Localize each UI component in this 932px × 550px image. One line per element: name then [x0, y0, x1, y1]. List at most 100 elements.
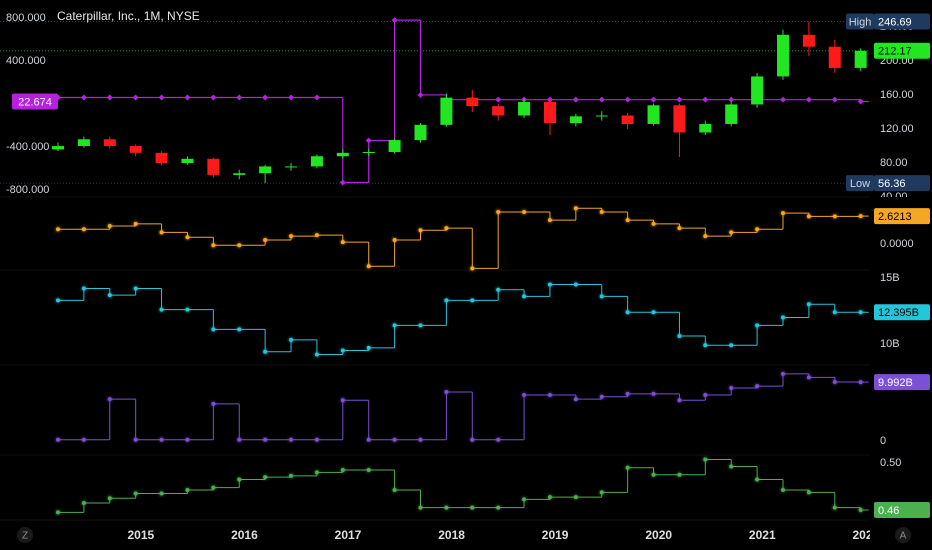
step-dot — [340, 348, 345, 353]
x-tick-label: 2019 — [542, 528, 569, 542]
candle-body — [414, 124, 427, 141]
step-dot — [211, 243, 216, 248]
candle-body — [77, 139, 90, 147]
candle-body — [802, 34, 815, 47]
last-value-box — [874, 304, 930, 321]
candle-body — [466, 97, 479, 107]
step-dot — [522, 497, 527, 502]
last-price-box — [874, 42, 930, 59]
candle-body — [569, 116, 582, 124]
step-dot — [781, 371, 785, 376]
x-tick-label: 2021 — [749, 528, 776, 542]
y2-tick-label: -800.000 — [6, 184, 49, 196]
candle-body — [362, 151, 375, 153]
step-dot — [392, 437, 397, 442]
y-tick-label: 0.50 — [880, 457, 901, 469]
last-value-box — [874, 502, 930, 519]
low-label: Low — [850, 178, 870, 190]
step-dot — [496, 505, 501, 510]
step-dot — [755, 477, 760, 482]
overlay-marker — [158, 94, 165, 101]
overlay-marker — [831, 96, 838, 103]
step-dot — [263, 437, 268, 442]
step-dot — [81, 437, 86, 442]
step-dot — [185, 488, 190, 493]
step-dot — [832, 380, 837, 385]
overlay-marker — [805, 96, 812, 103]
last-value: 9.992B — [878, 377, 913, 389]
candle-body — [751, 76, 764, 105]
step-dot — [755, 323, 760, 328]
step-dot — [340, 468, 345, 473]
y-tick-label: 0 — [880, 435, 886, 447]
step-dot — [159, 230, 164, 235]
step-dot — [185, 307, 190, 312]
step-dot — [496, 210, 501, 215]
step-dot — [599, 490, 604, 495]
step-dot — [81, 227, 86, 232]
step-dot — [159, 491, 164, 496]
step-dot — [418, 228, 423, 233]
step-dot — [599, 294, 604, 299]
step-dot — [832, 310, 837, 315]
last-value-box — [874, 374, 930, 391]
corner-button[interactable]: Z — [22, 531, 28, 542]
last-value-box — [874, 208, 930, 225]
x-tick-label: 2018 — [438, 528, 465, 542]
candle-body — [518, 101, 531, 116]
step-dot — [418, 323, 423, 328]
step-dot — [522, 210, 527, 215]
candle-body — [388, 140, 401, 152]
step-dot — [677, 333, 682, 338]
overlay-marker — [339, 179, 346, 186]
overlay-marker — [391, 17, 398, 24]
step-dot — [392, 323, 397, 328]
overlay-marker — [780, 96, 786, 103]
candle-body — [310, 156, 323, 167]
step-dot — [107, 496, 112, 501]
step-dot — [133, 437, 138, 442]
y-tick-label: 15B — [880, 272, 900, 284]
step-dot — [651, 391, 656, 396]
last-value: 12.395B — [878, 307, 919, 319]
candle-body — [595, 115, 608, 117]
candle-body — [647, 105, 660, 124]
step-dot — [56, 510, 60, 515]
step-dot — [703, 393, 708, 397]
step-dot — [729, 385, 734, 390]
y-tick-label: 0.0000 — [880, 238, 914, 250]
step-dot — [107, 223, 112, 228]
high-value: 246.69 — [878, 16, 912, 28]
candle-body — [828, 46, 841, 68]
step-dot — [263, 349, 268, 354]
step-dot — [107, 293, 112, 298]
y-tick-label: 120.00 — [880, 123, 914, 135]
step-dot — [263, 237, 268, 242]
candle-body — [103, 139, 116, 147]
overlay-marker — [624, 96, 631, 103]
candle-body — [155, 152, 168, 164]
step-dot — [470, 437, 475, 442]
candle-body — [259, 166, 272, 174]
step-dot — [133, 286, 138, 291]
candle-body — [621, 115, 634, 124]
price-axis — [870, 0, 932, 197]
high-value-box — [874, 13, 930, 30]
step-dot — [289, 234, 294, 239]
step-dot — [729, 230, 734, 235]
step-dot — [392, 488, 397, 493]
step-dot — [340, 398, 345, 403]
step-dot — [703, 343, 708, 348]
overlay-marker — [262, 94, 269, 101]
step-dot — [651, 472, 656, 477]
candle-body — [129, 146, 142, 153]
step-dot — [522, 393, 527, 397]
corner-button[interactable]: A — [900, 531, 907, 542]
step-dot — [573, 397, 578, 402]
step-dot — [858, 508, 863, 513]
overlay-marker — [598, 96, 605, 103]
step-dot — [547, 495, 552, 500]
candle-body — [52, 146, 64, 150]
step-dot — [470, 505, 475, 510]
